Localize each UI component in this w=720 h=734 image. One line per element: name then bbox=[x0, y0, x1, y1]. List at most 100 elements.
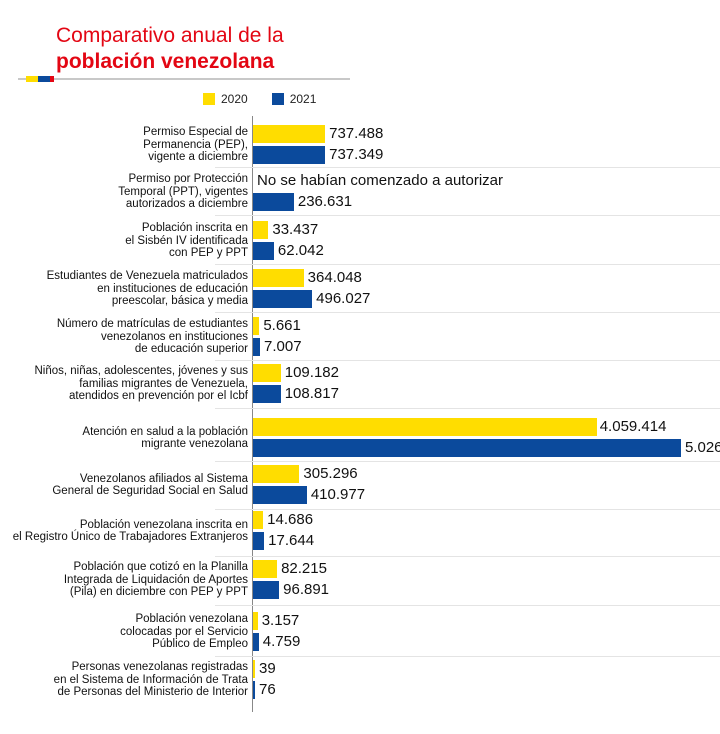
row-separator bbox=[215, 360, 720, 361]
row-separator bbox=[215, 408, 720, 409]
category-label: Permiso Especial de Permanencia (PEP), vig… bbox=[8, 126, 248, 164]
bar-2021 bbox=[253, 486, 307, 504]
bar-2021 bbox=[253, 633, 259, 651]
category-label-line: el Registro Único de Trabajadores Extran… bbox=[12, 531, 248, 543]
row-separator bbox=[215, 264, 720, 265]
category-label-line: colocadas por el Servicio bbox=[120, 625, 248, 638]
value-label-2020: 5.661 bbox=[263, 317, 301, 334]
value-label-2021: 108.817 bbox=[284, 385, 339, 402]
value-label-2020: 14.686 bbox=[267, 511, 314, 528]
legend-swatch-2021 bbox=[271, 93, 284, 105]
value-label-2021: 4.759 bbox=[262, 633, 301, 650]
value-label-2020: 737.488 bbox=[329, 125, 384, 142]
category-label: Personas venezolanas registradas en el Si… bbox=[8, 661, 248, 699]
category-label-line: Integrada de Liquidación de Aportes bbox=[63, 573, 248, 586]
category-label-line: atendidos en prevención por el Icbf bbox=[68, 390, 248, 403]
bar-2021 bbox=[253, 385, 281, 403]
value-label-2021: 410.977 bbox=[310, 486, 366, 503]
row-separator bbox=[215, 215, 720, 216]
value-label-2021: 5.026.277 bbox=[684, 439, 720, 456]
bar-2020 bbox=[253, 125, 326, 143]
value-label-2020: 364.048 bbox=[307, 269, 362, 286]
category-label: Niños, niñas, adolescentes, jóvenes y su… bbox=[8, 365, 248, 403]
bar-2020 bbox=[253, 612, 258, 630]
category-label-line: Venezolanos afiliados al Sistema bbox=[79, 472, 248, 485]
value-label-2021: 737.349 bbox=[329, 146, 384, 163]
bar-2020 bbox=[253, 560, 278, 578]
row-separator bbox=[215, 605, 720, 606]
category-label-line: Niños, niñas, adolescentes, jóvenes y su… bbox=[34, 365, 248, 378]
legend-label-2021: 2021 bbox=[289, 92, 317, 106]
category-label-line: familias migrantes de Venezuela, bbox=[79, 377, 248, 390]
bar-2020 bbox=[253, 511, 264, 529]
category-label-line: vigente a diciembre bbox=[148, 151, 248, 164]
bar-2021 bbox=[253, 146, 326, 164]
category-label-line: preescolar, básica y media bbox=[111, 295, 248, 308]
bar-2020 bbox=[253, 364, 281, 382]
category-label-line: en el Sistema de Información de Trata bbox=[53, 673, 248, 686]
row-separator bbox=[215, 556, 720, 557]
value-label-2021: 7.007 bbox=[264, 338, 302, 355]
category-label-line: Población inscrita en bbox=[141, 222, 248, 235]
category-label-line: General de Seguridad Social en Salud bbox=[52, 485, 248, 497]
category-label-line: Población venezolana bbox=[135, 613, 248, 626]
row-separator bbox=[215, 167, 720, 168]
category-label-line: Permiso por Protección bbox=[128, 173, 248, 186]
title-line-2: población venezolana bbox=[56, 50, 275, 73]
bar-2021 bbox=[253, 581, 280, 599]
legend-label-2020: 2020 bbox=[221, 92, 248, 106]
category-label: Venezolanos afiliados al Sistema General … bbox=[8, 473, 248, 498]
category-label-line: en instituciones de educación bbox=[97, 282, 248, 295]
bar-2021 bbox=[253, 193, 294, 211]
bar-2020 bbox=[253, 418, 601, 436]
category-label-line: Personas venezolanas registradas bbox=[71, 661, 248, 674]
title-line-1: Comparativo anual de la bbox=[56, 24, 284, 47]
value-label-2020: 109.182 bbox=[284, 364, 339, 381]
value-label-2021: 236.631 bbox=[297, 193, 353, 210]
category-label-line: con PEP y PPT bbox=[168, 247, 248, 260]
legend: 2020 2021 bbox=[203, 92, 316, 106]
row-separator bbox=[215, 312, 720, 313]
bar-2020 bbox=[253, 660, 255, 678]
category-label-line: Población que cotizó en la Planilla bbox=[73, 561, 248, 574]
flag-red-stripe bbox=[50, 76, 54, 82]
value-label-2020: 82.215 bbox=[281, 560, 327, 577]
category-label-line: el Sisbén IV identificada bbox=[125, 234, 248, 247]
bar-2020 bbox=[253, 269, 304, 287]
bar-2021 bbox=[253, 242, 274, 260]
bar-2021 bbox=[253, 338, 261, 356]
category-label-line: de Personas del Ministerio de Interior bbox=[57, 686, 249, 699]
value-label-2020: 3.157 bbox=[261, 612, 300, 629]
category-label-line: Temporal (PPT), vigentes bbox=[118, 185, 248, 198]
category-label-line: de educación superior bbox=[134, 343, 248, 356]
value-label-2020: 305.296 bbox=[303, 465, 358, 482]
category-label-line: Población venezolana inscrita en bbox=[79, 518, 248, 531]
row-separator bbox=[215, 509, 720, 510]
category-label-line: Número de matrículas de estudiantes bbox=[56, 318, 248, 331]
category-label: Población inscrita en el Sisbén IV identi… bbox=[8, 222, 248, 260]
value-label-2020: 4.059.414 bbox=[596, 418, 670, 436]
category-label: Población venezolana colocadas por el Ser… bbox=[8, 613, 248, 651]
bar-2021 bbox=[253, 532, 265, 550]
category-label: Estudiantes de Venezuela matriculados en … bbox=[8, 270, 248, 308]
bar-2021 bbox=[253, 439, 681, 457]
title-divider bbox=[18, 78, 350, 80]
value-label-2021: 17.644 bbox=[268, 532, 315, 549]
value-label-2020: 39 bbox=[259, 660, 276, 677]
bar-2020 bbox=[253, 465, 300, 483]
category-label-line: Estudiantes de Venezuela matriculados bbox=[46, 270, 248, 283]
category-label-line: (Pila) en diciembre con PEP y PPT bbox=[69, 586, 248, 599]
value-label-2020: No se habían comenzado a autorizar bbox=[257, 172, 503, 189]
flag-blue-stripe bbox=[38, 76, 50, 82]
category-label-line: migrante venezolana bbox=[141, 438, 248, 450]
value-label-2021: 76 bbox=[259, 681, 276, 698]
category-label-line: Permiso Especial de bbox=[143, 126, 248, 139]
bar-2020 bbox=[253, 221, 269, 239]
bar-2020 bbox=[253, 317, 260, 335]
category-label-line: autorizados a diciembre bbox=[125, 198, 248, 211]
category-label: Población venezolana inscrita en el Regis… bbox=[8, 519, 248, 544]
value-label-2021: 496.027 bbox=[316, 290, 371, 307]
value-label-2021: 62.042 bbox=[277, 242, 324, 259]
category-label-line: Atención en salud a la población bbox=[82, 425, 248, 438]
